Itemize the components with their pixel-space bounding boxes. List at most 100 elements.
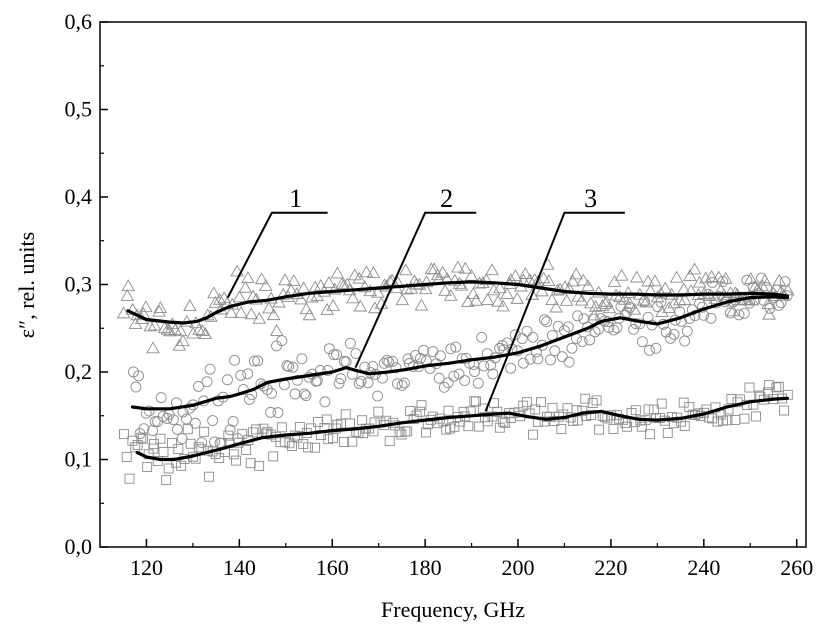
series-2-point	[314, 364, 326, 376]
series-1-point	[591, 285, 606, 298]
series-1-point	[320, 303, 334, 315]
series-2-point	[355, 375, 367, 387]
series-3-point	[155, 433, 166, 444]
series-1-point	[278, 273, 292, 286]
series-3-point	[303, 442, 314, 453]
series-1-point	[266, 308, 281, 321]
series-1-point	[535, 284, 549, 297]
series-2-point	[472, 377, 484, 389]
series-1-point	[296, 281, 311, 294]
series-3-point	[586, 410, 597, 420]
series-3-point	[138, 433, 149, 444]
x-tick-label: 160	[316, 555, 349, 580]
series-2-point	[532, 353, 544, 365]
series-1-point	[617, 292, 632, 305]
series-3-point	[173, 444, 184, 455]
series-3-point	[124, 473, 135, 484]
series-1-point	[143, 319, 157, 332]
series-1-point	[419, 275, 434, 288]
series-3-point	[347, 436, 358, 447]
series-3-point	[471, 396, 481, 407]
series-1-point	[173, 324, 188, 337]
series-1-point	[565, 274, 580, 287]
series-1-point	[427, 262, 442, 275]
series-3-point	[530, 404, 541, 415]
series-1-point	[313, 279, 328, 291]
series-2-point	[193, 380, 204, 392]
series-3-point	[214, 453, 225, 463]
series-1-point	[322, 276, 336, 288]
series-1-point	[772, 273, 787, 286]
series-3-point	[443, 405, 454, 416]
series-2-point	[779, 276, 791, 288]
series-2-point	[435, 350, 446, 362]
series-2-point	[478, 360, 490, 372]
series-1-point	[662, 301, 676, 313]
series-2-point	[453, 368, 465, 380]
series-2-point	[311, 375, 323, 387]
series-2-point	[563, 356, 575, 368]
series-3-point	[662, 428, 673, 438]
series-3-point	[245, 458, 256, 469]
series-2-point	[773, 299, 785, 311]
series-2-point	[266, 387, 278, 399]
series-1-point	[346, 291, 360, 304]
series-3-point	[130, 442, 141, 453]
series-1-point	[595, 298, 610, 311]
series-2-point	[665, 332, 676, 344]
series-2-point	[207, 415, 219, 426]
series-3-point	[402, 426, 413, 437]
series-3-point	[441, 424, 452, 435]
series-2-point	[545, 354, 556, 366]
series-2-point	[381, 354, 393, 366]
annotation-leader	[354, 211, 477, 369]
series-1-point	[259, 279, 273, 291]
series-1-point	[718, 271, 733, 284]
series-1-point	[186, 326, 200, 339]
series-1-point	[602, 301, 617, 314]
series-2-point	[469, 366, 480, 377]
series-2-point	[387, 355, 399, 367]
series-3-point	[726, 394, 737, 404]
series-1-point	[621, 285, 635, 298]
series-1-point	[438, 283, 452, 296]
series-3-point	[712, 416, 723, 427]
y-tick-label: 0,0	[65, 534, 93, 559]
series-3-point	[373, 406, 384, 417]
series-2-point	[261, 383, 273, 395]
series-1-point	[269, 323, 284, 336]
series-2-point	[634, 318, 646, 330]
series-2-point	[476, 331, 488, 343]
series-1-point	[347, 268, 362, 281]
series-3-point	[340, 409, 351, 420]
series-2-point	[287, 361, 299, 373]
series-1-point	[466, 287, 480, 300]
series-2-point	[396, 380, 408, 391]
series-1-point	[758, 273, 772, 286]
series-1-point	[249, 292, 264, 305]
series-3-point	[339, 436, 349, 447]
series-1-point	[641, 274, 655, 287]
series-1-point	[698, 271, 713, 284]
annotation-label: 2	[440, 184, 453, 213]
series-2-point	[155, 392, 167, 404]
annotation-leader	[226, 211, 328, 299]
series-1-point	[299, 302, 314, 315]
series-1-point	[252, 311, 267, 324]
series-2-point	[319, 396, 331, 408]
series-3-point	[498, 416, 509, 427]
series-1-point	[359, 265, 374, 278]
series-1-point	[224, 305, 239, 318]
axis-tick-labels: 120 140 160 180 200 220 240 260 0,0 0,1 0,2 0,3 0,4 0…	[65, 9, 814, 580]
series-1-point	[667, 296, 681, 309]
series-2-point	[505, 362, 517, 374]
series-1-point	[658, 281, 673, 294]
series-3-point	[142, 461, 153, 472]
series-1-point	[545, 293, 559, 306]
series-3-point	[136, 432, 147, 443]
series-2-point	[589, 326, 601, 338]
series-1-point	[435, 265, 450, 278]
series-3-point	[176, 460, 187, 471]
series-3-point	[645, 429, 655, 440]
series-2-point	[681, 325, 693, 337]
